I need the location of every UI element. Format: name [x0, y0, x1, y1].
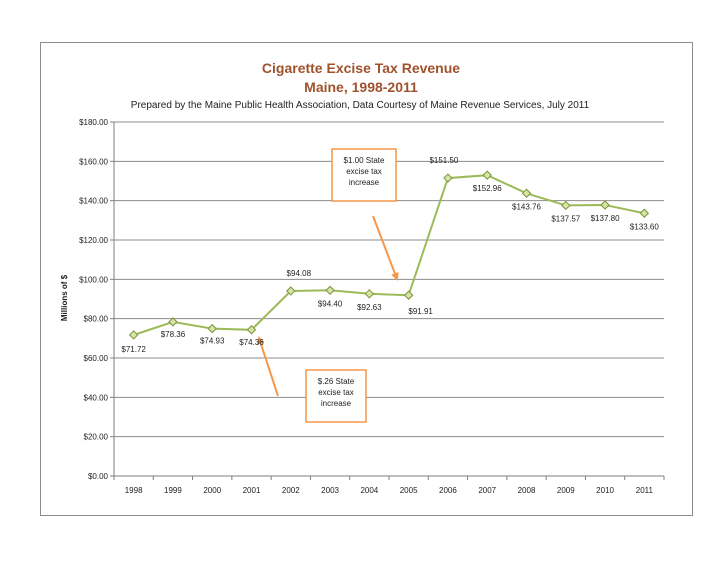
y-tick-label: $40.00 [84, 393, 109, 402]
data-label: $74.36 [239, 338, 264, 347]
x-tick-label: 2008 [518, 486, 536, 495]
data-point-marker [364, 289, 375, 299]
y-axis-label: Millions of $ [60, 274, 69, 321]
y-tick-label: $0.00 [88, 472, 109, 481]
data-point-marker [443, 173, 453, 183]
x-tick-label: 2005 [400, 486, 418, 495]
data-point-marker [128, 330, 139, 340]
data-label: $74.93 [200, 337, 225, 346]
x-tick-label: 1998 [125, 486, 143, 495]
x-tick-label: 1999 [164, 486, 182, 495]
annotation-text: increase [349, 178, 380, 187]
annotation-text: $.26 State [318, 377, 355, 386]
data-label: $152.96 [473, 184, 502, 193]
y-tick-label: $160.00 [79, 157, 108, 166]
data-point-marker [482, 170, 492, 180]
annotation-box [305, 369, 367, 423]
data-label: $92.63 [357, 303, 382, 312]
data-point-marker [639, 208, 650, 218]
y-tick-label: $80.00 [84, 315, 109, 324]
annotation-box [331, 148, 397, 202]
x-tick-label: 2002 [282, 486, 300, 495]
annotation-arrow [372, 215, 399, 281]
annotation-text: increase [321, 399, 352, 408]
data-point-marker [600, 200, 610, 210]
data-point-marker [207, 323, 217, 334]
y-tick-label: $120.00 [79, 236, 108, 245]
data-point-marker [286, 286, 296, 296]
chart-subtitle: Prepared by the Maine Public Health Asso… [131, 100, 590, 111]
data-label: $71.72 [121, 345, 146, 354]
y-tick-label: $20.00 [84, 433, 109, 442]
y-tick-label: $60.00 [84, 354, 109, 363]
x-tick-label: 2010 [596, 486, 614, 495]
data-label: $78.36 [161, 330, 186, 339]
data-label: $151.50 [429, 156, 458, 165]
annotation-text: excise tax [318, 388, 354, 397]
x-tick-label: 2004 [360, 486, 378, 495]
data-point-marker [521, 188, 532, 198]
y-tick-label: $180.00 [79, 118, 108, 127]
x-tick-label: 2011 [636, 486, 654, 495]
y-tick-label: $100.00 [79, 275, 108, 284]
annotation-text: excise tax [346, 167, 382, 176]
data-label: $143.76 [512, 202, 541, 211]
series-line [133, 174, 645, 336]
data-point-marker [168, 317, 178, 327]
y-tick-label: $140.00 [79, 197, 108, 206]
x-tick-label: 2003 [321, 486, 339, 495]
data-point-marker [403, 290, 414, 300]
data-label: $94.40 [318, 299, 343, 308]
data-label: $91.91 [408, 307, 433, 316]
data-label: $137.80 [591, 214, 620, 223]
x-tick-label: 2000 [203, 486, 221, 495]
data-label: $94.08 [287, 269, 312, 278]
data-label: $133.60 [630, 222, 659, 231]
x-tick-label: 2001 [243, 486, 261, 495]
annotation-text: $1.00 State [344, 156, 385, 165]
data-point-marker [246, 325, 257, 335]
annotation-arrow [257, 336, 279, 397]
chart-title: Cigarette Excise Tax Revenue [262, 60, 460, 76]
data-point-marker [561, 200, 571, 211]
data-label: $137.57 [551, 214, 580, 223]
x-tick-label: 2009 [557, 486, 575, 495]
chart-title-line2: Maine, 1998-2011 [304, 79, 418, 95]
x-tick-label: 2007 [478, 486, 496, 495]
x-tick-label: 2006 [439, 486, 457, 495]
chart-frame [40, 42, 693, 516]
data-point-marker [325, 285, 335, 296]
